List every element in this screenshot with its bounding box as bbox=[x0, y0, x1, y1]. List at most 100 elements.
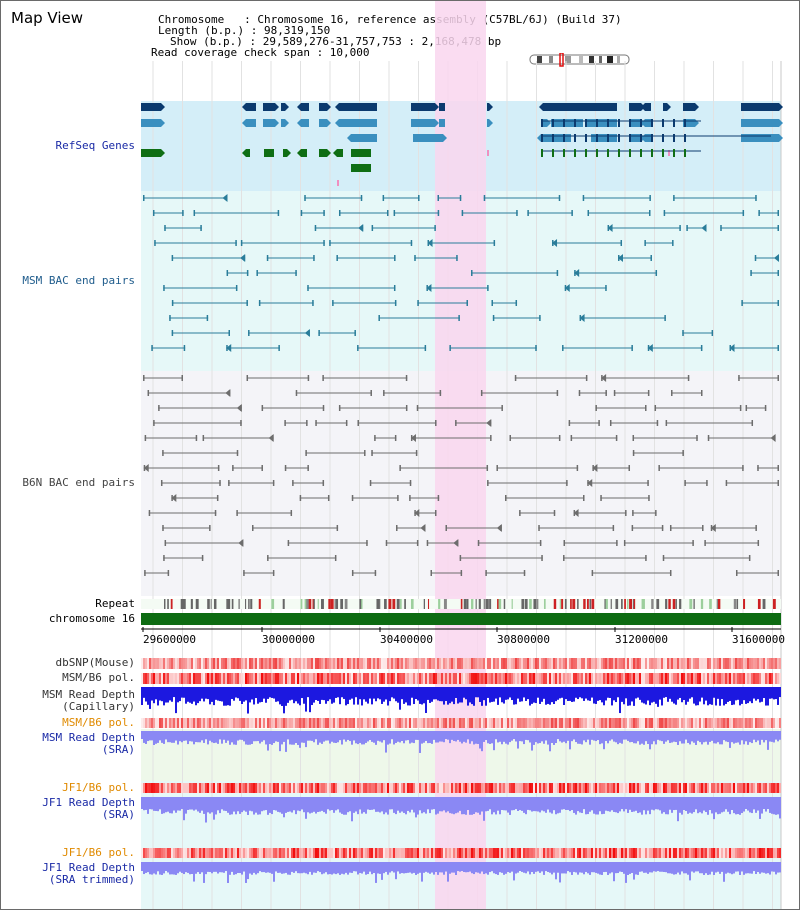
jf1-b6-pol-trim-heat bbox=[611, 848, 613, 858]
repeat-element bbox=[183, 599, 186, 609]
chromosome-ideogram[interactable] bbox=[529, 53, 631, 67]
b6n-bac-pair-end bbox=[272, 480, 275, 486]
track-label-msm-bac[interactable]: MSM BAC end pairs bbox=[22, 274, 135, 287]
jf1-b6-pol-trim-heat bbox=[381, 848, 383, 858]
msm-b6-pol-heat bbox=[449, 673, 451, 684]
msm-depth-sra-bar bbox=[165, 731, 167, 740]
msm-b6-pol-heat bbox=[253, 673, 255, 684]
jf1-depth-sra-bar bbox=[641, 797, 643, 815]
jf1-depth-sra-bar bbox=[643, 797, 645, 811]
msm-depth-sra-bar bbox=[461, 731, 463, 744]
msm-depth-sra-bar bbox=[243, 731, 245, 742]
msm-depth-capillary-bar bbox=[633, 687, 635, 706]
msm-depth-sra-bar bbox=[709, 731, 711, 742]
jf1-depth-sra-bar bbox=[779, 797, 781, 819]
dbsnp-heat bbox=[557, 658, 559, 669]
refseq-gene bbox=[141, 119, 161, 127]
msm-b6-pol-heat bbox=[295, 673, 297, 684]
msm-bac-pair-end bbox=[754, 255, 757, 261]
msm-depth-sra-bar bbox=[275, 731, 277, 742]
msm-depth-sra-bar bbox=[559, 731, 561, 742]
msm-bac-pair-end bbox=[171, 330, 174, 336]
jf1-b6-pol-heat bbox=[661, 783, 663, 793]
jf1-b6-pol-trim-heat bbox=[581, 848, 583, 858]
msm-b6-pol-heat bbox=[471, 673, 473, 684]
msm-b6-pol-sra-heat bbox=[595, 718, 597, 728]
jf1-depth-sra-bar bbox=[285, 797, 287, 813]
refseq-gene bbox=[645, 134, 651, 142]
msm-b6-pol-heat bbox=[263, 673, 265, 684]
jf1-depth-trim-bar bbox=[205, 862, 207, 875]
msm-depth-capillary-bar bbox=[437, 687, 439, 701]
jf1-depth-trim-bar bbox=[217, 862, 219, 874]
jf1-depth-trim-bar bbox=[359, 862, 361, 873]
dbsnp-heat bbox=[483, 658, 485, 669]
msm-depth-capillary-bar bbox=[709, 687, 711, 705]
jf1-depth-trim-bar bbox=[203, 862, 205, 883]
msm-bac-pair-end bbox=[312, 300, 314, 306]
msm-depth-sra-bar bbox=[293, 731, 295, 745]
repeat-element bbox=[693, 599, 696, 609]
jf1-depth-sra-bar bbox=[147, 797, 149, 814]
jf1-b6-pol-heat bbox=[187, 783, 189, 793]
msm-depth-capillary-bar bbox=[505, 687, 507, 700]
msm-b6-pol-sra-heat bbox=[201, 718, 203, 728]
jf1-b6-pol-trim-heat bbox=[423, 848, 425, 858]
refseq-gene bbox=[319, 119, 327, 127]
b6n-bac-pair-end bbox=[616, 540, 618, 546]
jf1-b6-pol-trim-heat bbox=[687, 848, 689, 858]
jf1-depth-sra-bar bbox=[177, 797, 179, 811]
dbsnp-heat bbox=[395, 658, 397, 669]
jf1-depth-sra-bar bbox=[381, 797, 383, 812]
msm-depth-sra-bar bbox=[697, 731, 699, 741]
dbsnp-heat bbox=[519, 658, 521, 669]
msm-depth-sra-bar bbox=[499, 731, 501, 742]
jf1-b6-pol-heat bbox=[147, 783, 149, 793]
msm-depth-capillary-bar bbox=[453, 687, 455, 705]
msm-depth-capillary-bar bbox=[511, 687, 513, 701]
msm-depth-capillary-bar bbox=[539, 687, 541, 704]
track-label-b6n-bac[interactable]: B6N BAC end pairs bbox=[22, 476, 135, 489]
msm-depth-capillary-bar bbox=[691, 687, 693, 698]
msm-b6-pol-heat bbox=[651, 673, 653, 684]
jf1-b6-pol-heat bbox=[469, 783, 471, 793]
msm-b6-pol-heat bbox=[381, 673, 383, 684]
msm-depth-sra-bar bbox=[337, 731, 339, 743]
msm-depth-sra-bar bbox=[187, 731, 189, 745]
dbsnp-heat bbox=[435, 658, 437, 669]
msm-depth-sra-bar bbox=[163, 731, 165, 744]
msm-b6-pol-sra-heat bbox=[631, 718, 633, 728]
msm-b6-pol-heat bbox=[243, 673, 245, 684]
jf1-depth-trim-bar bbox=[317, 862, 319, 872]
track-label-refseq[interactable]: RefSeq Genes bbox=[55, 139, 135, 152]
msm-b6-pol-heat bbox=[593, 673, 595, 684]
dbsnp-heat bbox=[387, 658, 389, 669]
jf1-b6-pol-trim-heat bbox=[405, 848, 407, 858]
msm-depth-capillary-bar bbox=[413, 687, 415, 705]
jf1-depth-trim-bar bbox=[701, 862, 703, 874]
msm-depth-sra-bar bbox=[445, 731, 447, 740]
msm-b6-pol-sra-heat bbox=[397, 718, 399, 728]
msm-b6-pol-sra-heat bbox=[693, 718, 695, 728]
msm-depth-capillary-bar bbox=[365, 687, 367, 702]
msm-b6-pol-heat bbox=[655, 673, 657, 684]
jf1-depth-sra-bar bbox=[739, 797, 741, 815]
jf1-depth-sra-bar bbox=[507, 797, 509, 813]
dbsnp-heat bbox=[699, 658, 701, 669]
msm-b6-pol-sra-heat bbox=[317, 718, 319, 728]
jf1-b6-pol-heat bbox=[319, 783, 321, 793]
jf1-b6-pol-heat bbox=[617, 783, 619, 793]
jf1-b6-pol-heat bbox=[183, 783, 185, 793]
dbsnp-heat bbox=[643, 658, 645, 669]
jf1-b6-pol-trim-heat bbox=[201, 848, 203, 858]
msm-bac-pair-end bbox=[300, 210, 303, 216]
jf1-b6-pol-heat bbox=[591, 783, 593, 793]
msm-depth-sra-bar bbox=[181, 731, 183, 743]
jf1-depth-sra-bar bbox=[663, 797, 665, 813]
msm-b6-pol-sra-heat bbox=[193, 718, 195, 728]
b6n-bac-pair-end bbox=[307, 465, 309, 471]
msm-b6-pol-sra-heat bbox=[293, 718, 295, 728]
msm-depth-sra-bar bbox=[535, 731, 537, 743]
dbsnp-heat bbox=[467, 658, 469, 669]
